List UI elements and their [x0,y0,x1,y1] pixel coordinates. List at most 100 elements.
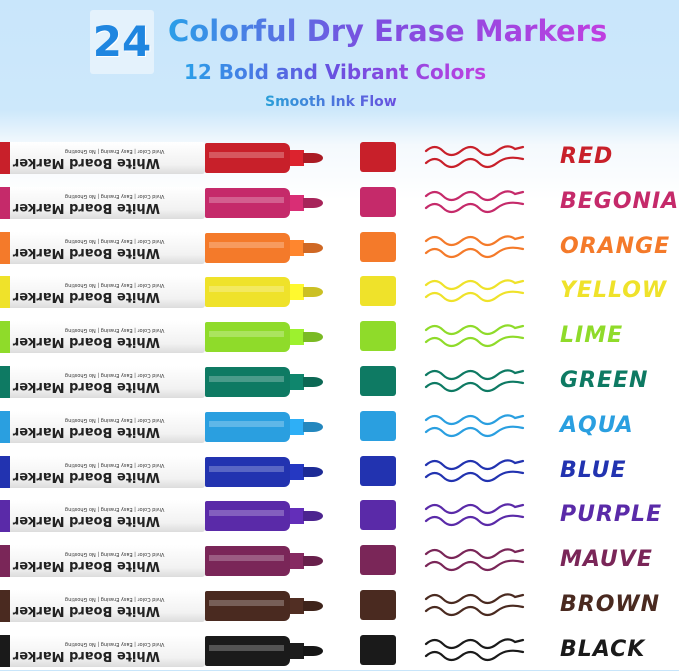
marker-features-text: Vivid Color | Easy Erasing | No Ghosting [65,327,165,334]
marker-tip [303,511,323,522]
marker-neck [290,329,304,346]
marker-body [0,366,205,398]
ink-scribble [424,414,525,437]
color-swatch [360,366,396,396]
marker-neck [290,194,304,211]
marker-brand-text: White Board Marker [12,423,160,439]
marker-label: White Board Marker Vivid Color | Easy Er… [5,143,200,173]
marker-features-text: Vivid Color | Easy Erasing | No Ghosting [65,148,165,154]
marker-features-text: Vivid Color | Easy Erasing | No Ghosting [65,596,165,602]
marker-neck [290,463,304,480]
marker-tip [303,421,323,432]
marker-label: White Board Marker Vivid Color | Easy Er… [5,233,200,263]
marker-neck [290,284,304,301]
marker-features-text: Vivid Color | Easy Erasing | No Ghosting [65,372,165,378]
marker-label: White Board Marker Vivid Color | Easy Er… [5,412,200,442]
ink-scribble [424,279,525,303]
color-row: White Board Marker Vivid Color | Easy Er… [0,407,679,447]
color-swatch [360,231,396,262]
marker-body [0,142,205,174]
color-name: BROWN [560,592,661,617]
ink-scribble [424,324,525,348]
marker-brand-text: White Board Marker [12,334,160,350]
marker-features-text: Vivid Color | Easy Erasing | No Ghosting [65,237,165,244]
ink-scribble [424,548,525,572]
marker-end-cap [0,634,10,667]
color-name: ORANGE [560,233,671,259]
marker-barrel [205,232,290,263]
ink-scribble [424,503,525,527]
color-name: GREEN [560,368,649,393]
color-name: MAUVE [560,547,653,573]
marker-neck [290,239,304,256]
marker-brand-text: White Board Marker [12,155,160,170]
count-badge: 24 [90,10,154,74]
marker-body [0,410,205,443]
marker-label: White Board Marker Vivid Color | Easy Er… [5,367,200,397]
marker-end-cap [0,590,10,622]
marker-barrel [205,411,290,442]
marker-label: White Board Marker Vivid Color | Easy Er… [5,277,200,307]
color-name: YELLOW [560,278,668,304]
color-swatch [360,634,396,665]
marker-body [0,500,205,533]
color-name: BLUE [560,457,627,483]
marker-tip [303,645,323,656]
color-swatch [360,590,396,620]
marker-label: White Board Marker Vivid Color | Easy Er… [5,322,200,352]
marker-body [0,231,205,264]
marker-neck [290,553,304,570]
color-name: LIME [560,323,624,349]
marker-neck [290,598,304,614]
marker-end-cap [0,500,10,533]
color-swatch [360,455,396,486]
marker-end-cap [0,231,10,264]
marker-brand-text: White Board Marker [12,468,160,484]
marker-label: White Board Marker Vivid Color | Easy Er… [5,457,200,487]
marker-barrel [205,635,290,666]
marker-neck [290,150,304,166]
marker-barrel [205,501,290,532]
marker-label: White Board Marker Vivid Color | Easy Er… [5,188,200,218]
ink-scribble [424,145,525,169]
ink-scribble [424,458,525,482]
marker-brand-text: White Board Marker [12,603,160,618]
marker-brand-text: White Board Marker [12,289,160,305]
color-swatch [360,276,396,307]
marker-end-cap [0,366,10,398]
marker-tip [303,466,323,477]
marker-body [0,455,205,488]
marker-barrel [205,143,290,173]
marker-tip [303,197,323,208]
color-name: RED [560,144,614,169]
marker-body [0,545,205,578]
color-swatch [360,545,396,576]
marker-brand-text: White Board Marker [12,244,160,260]
marker-brand-text: White Board Marker [12,379,160,394]
marker-barrel [205,591,290,621]
marker-label: White Board Marker Vivid Color | Easy Er… [5,501,200,531]
marker-end-cap [0,186,10,219]
color-row: White Board Marker Vivid Color | Easy Er… [0,586,679,626]
marker-features-text: Vivid Color | Easy Erasing | No Ghosting [65,282,165,289]
marker-barrel [205,277,290,308]
color-swatch [360,186,396,217]
marker-end-cap [0,276,10,309]
marker-body [0,186,205,219]
ink-scribble [424,234,525,258]
marker-label: White Board Marker Vivid Color | Easy Er… [5,546,200,576]
marker-end-cap [0,142,10,174]
color-row: White Board Marker Vivid Color | Easy Er… [0,317,679,357]
marker-barrel [205,322,290,353]
marker-body [0,590,205,622]
ink-scribble [424,190,525,213]
color-swatch [360,410,396,441]
color-name: BEGONIA [560,188,679,214]
ink-scribble [424,593,525,617]
tagline: Smooth Ink Flow [265,94,397,110]
color-row: White Board Marker Vivid Color | Easy Er… [0,228,679,268]
marker-end-cap [0,455,10,488]
marker-features-text: Vivid Color | Easy Erasing | No Ghosting [65,416,165,423]
ink-scribble [424,369,525,393]
marker-features-text: Vivid Color | Easy Erasing | No Ghosting [65,551,165,558]
